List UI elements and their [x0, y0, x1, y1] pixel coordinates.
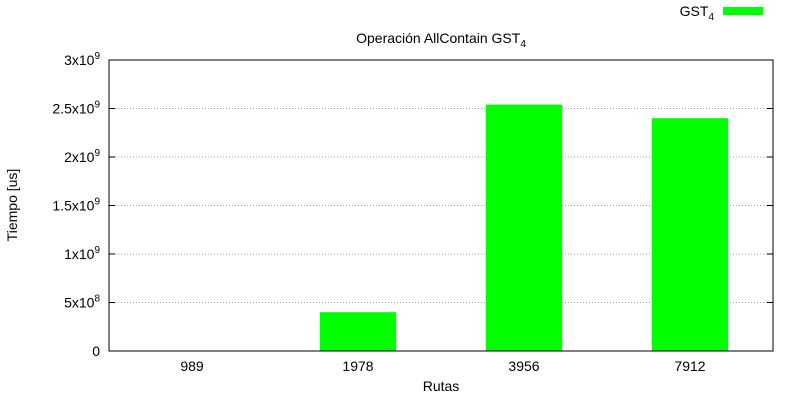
x-tick-label: 1978 — [342, 358, 373, 374]
y-tick-label: 1.5x109 — [52, 197, 100, 214]
bar — [319, 312, 397, 351]
y-axis-label: Tiempo [us] — [4, 169, 20, 242]
x-tick-label: 7912 — [674, 358, 705, 374]
y-tick-label: 0 — [92, 343, 100, 359]
legend-label-subscript: 4 — [708, 12, 714, 23]
y-tick-label: 1x109 — [64, 245, 100, 262]
legend-label: GST4 — [680, 3, 715, 23]
x-axis-label: Rutas — [423, 378, 460, 394]
y-tick-label: 2x109 — [64, 148, 100, 165]
legend: GST4 — [680, 3, 763, 23]
x-tick-label: 3956 — [508, 358, 539, 374]
x-axis-ticks: 989 1978 3956 7912 — [180, 358, 705, 374]
chart-title-subscript: 4 — [520, 39, 526, 50]
chart-title: Operación AllContain GST4 — [356, 30, 526, 50]
bar — [485, 104, 563, 352]
legend-swatch — [723, 7, 763, 15]
y-tick-label: 5x108 — [64, 294, 100, 311]
bar — [651, 118, 729, 351]
y-tick-label: 3x109 — [64, 51, 100, 68]
y-tick-label: 2.5x109 — [52, 100, 100, 117]
bars — [319, 104, 729, 352]
plot-border — [108, 59, 774, 352]
x-tick-label: 989 — [180, 358, 204, 374]
